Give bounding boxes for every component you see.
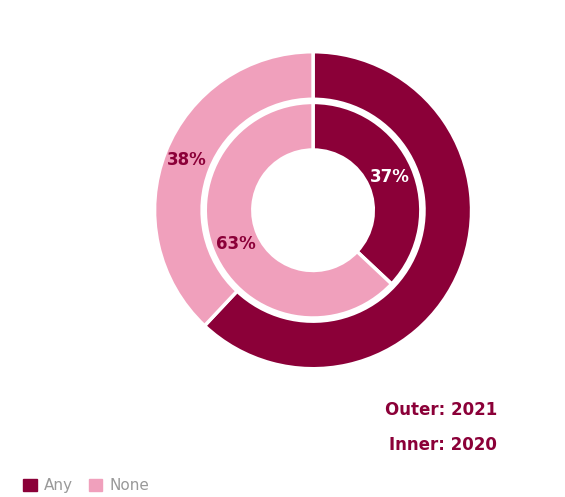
Legend: Any, None: Any, None — [17, 472, 156, 497]
Wedge shape — [205, 102, 392, 318]
Wedge shape — [313, 102, 421, 284]
Text: Outer: 2021: Outer: 2021 — [385, 401, 497, 419]
Text: 62%: 62% — [419, 251, 459, 269]
Text: 38%: 38% — [167, 151, 207, 169]
Wedge shape — [155, 52, 313, 326]
Text: 37%: 37% — [370, 168, 410, 186]
Wedge shape — [205, 52, 472, 369]
Text: 63%: 63% — [216, 235, 256, 252]
Text: Inner: 2020: Inner: 2020 — [389, 436, 497, 454]
